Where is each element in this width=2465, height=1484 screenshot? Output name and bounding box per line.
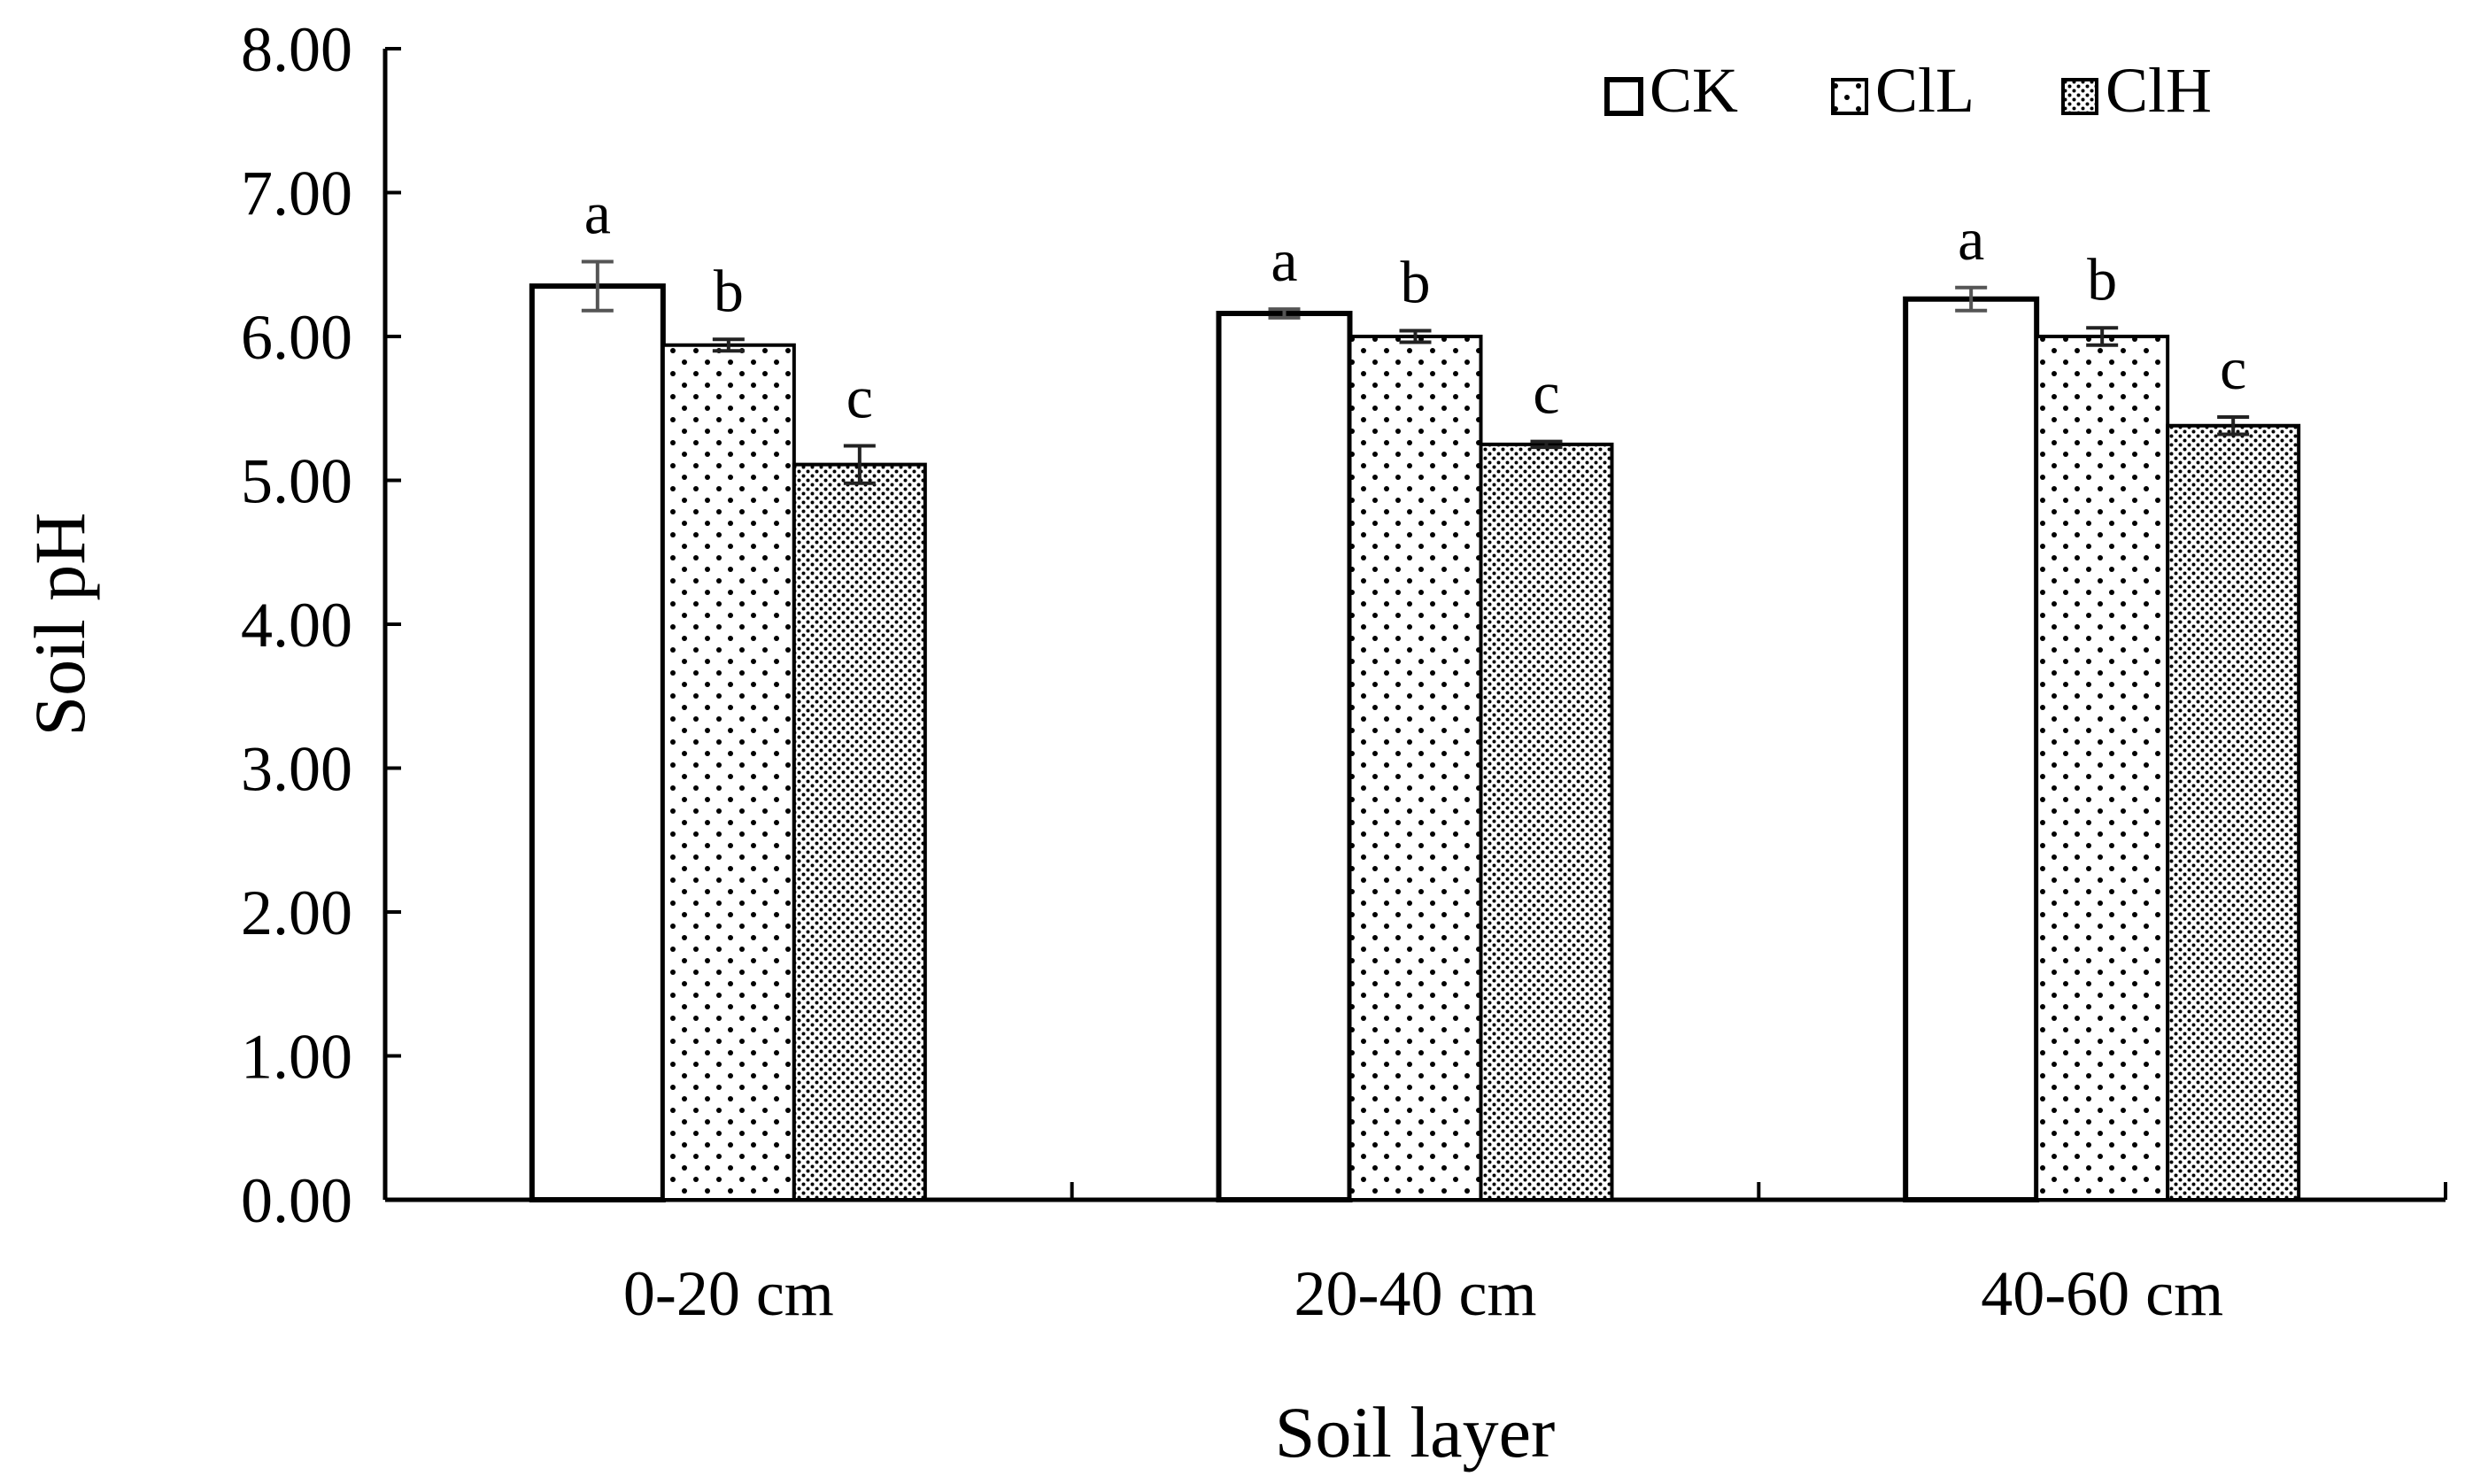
error-bars bbox=[581, 259, 2250, 485]
y-axis-ticks: 0.00 1.00 2.00 3.00 4.00 5.00 6.00 7.00 8.00 bbox=[241, 14, 401, 1236]
legend-swatch-clh bbox=[2061, 78, 2098, 115]
sig-label-ck-0-20-cm: a bbox=[584, 180, 611, 247]
error-bar-cll-20-40-cm bbox=[1399, 328, 1432, 344]
sig-label-clh-0-20-cm: c bbox=[846, 364, 873, 431]
significance-labels: a b c a b c a b c bbox=[584, 180, 2247, 431]
error-bar-clh-0-20-cm bbox=[843, 444, 876, 485]
y-tick-label-3: 3.00 bbox=[241, 734, 352, 805]
y-axis-title: Soil pH bbox=[19, 513, 100, 737]
legend-item-clh: ClH bbox=[2061, 55, 2212, 126]
legend-label-ck: CK bbox=[1650, 55, 1738, 126]
bar-cll-40-60-cm bbox=[2035, 335, 2170, 1202]
y-tick-label-6: 6.00 bbox=[241, 302, 352, 373]
legend-swatch-ck bbox=[1604, 77, 1643, 116]
x-axis-ticks: 0-20 cm 20-40 cm 40-60 cm bbox=[383, 1182, 2447, 1329]
error-bar-clh-20-40-cm bbox=[1530, 439, 1563, 450]
y-tick-label-1: 1.00 bbox=[241, 1022, 352, 1093]
bar-clh-20-40-cm bbox=[1479, 442, 1614, 1202]
error-bar-cll-40-60-cm bbox=[2086, 326, 2119, 347]
x-tick-label-0-20-cm: 0-20 cm bbox=[623, 1258, 834, 1329]
y-tick-label-0: 0.00 bbox=[241, 1165, 352, 1236]
plot-area: 0.00 1.00 2.00 3.00 4.00 5.00 6.00 7.00 8.00 0-2… bbox=[241, 14, 2447, 1329]
error-bar-clh-40-60-cm bbox=[2217, 415, 2250, 437]
x-tick-label-20-40-cm: 20-40 cm bbox=[1294, 1258, 1537, 1329]
legend-item-ck: CK bbox=[1604, 55, 1738, 126]
y-tick-label-7: 7.00 bbox=[241, 158, 352, 229]
sig-label-cll-40-60-cm: b bbox=[2087, 245, 2117, 313]
error-bar-ck-20-40-cm bbox=[1268, 307, 1301, 320]
sig-label-cll-0-20-cm: b bbox=[714, 257, 744, 324]
y-tick-label-2: 2.00 bbox=[241, 877, 352, 948]
sig-label-ck-40-60-cm: a bbox=[1958, 205, 1984, 273]
legend-swatch-cll bbox=[1831, 78, 1868, 115]
legend-item-cll: ClL bbox=[1831, 55, 1974, 126]
sig-label-cll-20-40-cm: b bbox=[1401, 249, 1431, 316]
error-bar-ck-40-60-cm bbox=[1955, 285, 1988, 313]
bar-ck-0-20-cm bbox=[529, 283, 666, 1202]
legend-label-cll: ClL bbox=[1875, 55, 1974, 126]
error-bar-ck-0-20-cm bbox=[581, 259, 614, 313]
bar-clh-40-60-cm bbox=[2166, 423, 2301, 1202]
y-tick-label-4: 4.00 bbox=[241, 590, 352, 661]
bar-clh-0-20-cm bbox=[792, 462, 927, 1202]
y-tick-label-5: 5.00 bbox=[241, 446, 352, 517]
bar-cll-0-20-cm bbox=[661, 343, 796, 1202]
x-axis-title: Soil layer bbox=[1275, 1392, 1556, 1472]
bar-ck-40-60-cm bbox=[1903, 296, 2040, 1202]
legend-label-clh: ClH bbox=[2106, 55, 2212, 126]
bar-ck-20-40-cm bbox=[1216, 311, 1353, 1202]
x-tick-label-40-60-cm: 40-60 cm bbox=[1981, 1258, 2223, 1329]
sig-label-clh-20-40-cm: c bbox=[1533, 359, 1559, 427]
y-tick-label-8: 8.00 bbox=[241, 14, 352, 85]
error-bar-cll-0-20-cm bbox=[712, 337, 745, 353]
bar-cll-20-40-cm bbox=[1348, 335, 1483, 1202]
sig-label-ck-20-40-cm: a bbox=[1271, 227, 1297, 294]
legend: CK ClL ClH bbox=[1604, 55, 2212, 126]
bars bbox=[529, 283, 2301, 1202]
sig-label-clh-40-60-cm: c bbox=[2220, 335, 2246, 402]
